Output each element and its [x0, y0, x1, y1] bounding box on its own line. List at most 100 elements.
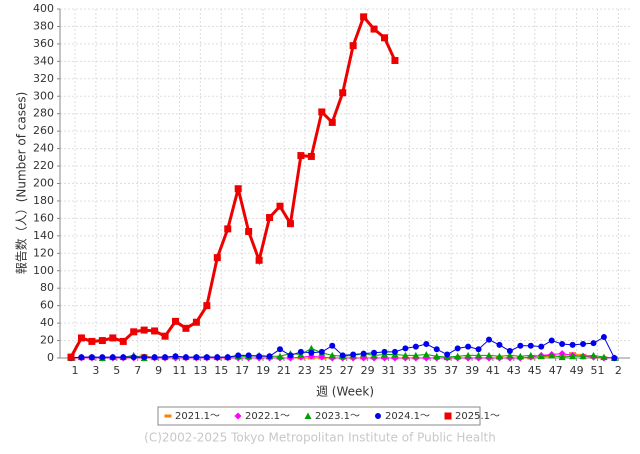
- x-tick-label: 21: [277, 364, 291, 377]
- legend-swatch: [164, 414, 172, 418]
- data-point: [307, 152, 315, 160]
- data-point: [203, 302, 211, 310]
- x-tick-label: 43: [507, 364, 521, 377]
- data-point: [422, 351, 430, 358]
- data-point: [360, 350, 367, 357]
- data-point: [120, 354, 127, 361]
- data-point: [527, 351, 535, 359]
- data-point: [538, 343, 545, 350]
- x-tick-label: 9: [155, 364, 162, 377]
- data-point: [464, 351, 472, 359]
- data-point: [412, 351, 420, 359]
- x-tick-label: 33: [402, 364, 416, 377]
- legend-swatch: [444, 412, 452, 420]
- y-tick-label: 360: [33, 37, 54, 50]
- data-point: [276, 202, 284, 210]
- y-tick-label: 400: [33, 2, 54, 15]
- data-point: [569, 341, 576, 348]
- y-tick-label: 100: [33, 264, 54, 277]
- data-point: [256, 353, 263, 360]
- data-point: [151, 354, 158, 361]
- legend-item: 2022.1～: [234, 411, 290, 422]
- data-point: [600, 353, 608, 361]
- x-tick-label: 37: [444, 364, 458, 377]
- data-point: [99, 354, 106, 361]
- x-tick-label: 49: [570, 364, 584, 377]
- y-tick-label: 160: [33, 211, 54, 224]
- data-point: [506, 351, 514, 359]
- x-tick-label: 29: [361, 364, 375, 377]
- x-tick-label: 5: [113, 364, 120, 377]
- y-tick-label: 120: [33, 246, 54, 259]
- data-point: [516, 352, 524, 360]
- data-point: [370, 25, 378, 33]
- y-tick-label: 380: [33, 19, 54, 32]
- data-point: [360, 13, 368, 21]
- y-tick-label: 0: [47, 351, 54, 364]
- data-point: [286, 220, 294, 228]
- data-point: [548, 351, 556, 359]
- data-point: [423, 341, 430, 348]
- data-point: [245, 352, 252, 359]
- data-point: [141, 354, 148, 361]
- data-point: [67, 353, 75, 361]
- legend-swatch: [234, 412, 242, 420]
- x-tick-label: 45: [528, 364, 542, 377]
- data-point: [391, 348, 398, 355]
- data-point: [88, 354, 95, 361]
- data-point: [401, 351, 409, 359]
- data-point: [172, 353, 179, 360]
- x-tick-label: 2: [615, 364, 622, 377]
- legend-swatch: [304, 412, 312, 419]
- data-point: [454, 345, 461, 352]
- y-tick-label: 20: [40, 334, 54, 347]
- data-point: [465, 343, 472, 350]
- data-point: [266, 214, 274, 222]
- legend-label: 2024.1～: [385, 411, 430, 422]
- y-tick-label: 80: [40, 281, 54, 294]
- data-point: [590, 351, 597, 359]
- data-point: [224, 225, 232, 233]
- x-tick-label: 11: [173, 364, 187, 377]
- data-point: [140, 326, 148, 334]
- data-point: [391, 56, 399, 64]
- y-tick-label: 220: [33, 159, 54, 172]
- data-point: [506, 348, 513, 355]
- data-point: [224, 354, 231, 361]
- y-tick-label: 340: [33, 54, 54, 67]
- data-point: [78, 354, 85, 361]
- data-point: [350, 351, 357, 358]
- x-tick-label: 15: [214, 364, 228, 377]
- data-point: [213, 254, 221, 262]
- data-point: [600, 334, 607, 341]
- x-tick-label: 17: [235, 364, 249, 377]
- data-point: [569, 352, 577, 360]
- data-point: [266, 353, 273, 360]
- data-point: [318, 108, 326, 116]
- data-point: [329, 342, 336, 349]
- data-point: [611, 355, 618, 361]
- legend-item: 2024.1～: [375, 411, 430, 422]
- data-point: [454, 352, 462, 360]
- x-tick-label: 27: [340, 364, 354, 377]
- data-point: [161, 332, 169, 340]
- y-tick-label: 60: [40, 299, 54, 312]
- legend-item: 2023.1～: [304, 411, 360, 422]
- data-point: [433, 352, 441, 360]
- data-point: [245, 227, 253, 235]
- data-point: [485, 351, 493, 359]
- data-point: [119, 337, 127, 345]
- data-point: [548, 337, 555, 344]
- x-tick-label: 1: [72, 364, 79, 377]
- data-point: [475, 351, 483, 359]
- data-point: [433, 346, 440, 353]
- data-point: [339, 89, 347, 97]
- x-axis-label: 週 (Week): [316, 385, 374, 399]
- data-point: [109, 354, 116, 361]
- data-point: [130, 354, 137, 361]
- x-tick-label: 47: [549, 364, 563, 377]
- data-point: [203, 354, 210, 361]
- y-tick-label: 240: [33, 142, 54, 155]
- data-point: [475, 346, 482, 353]
